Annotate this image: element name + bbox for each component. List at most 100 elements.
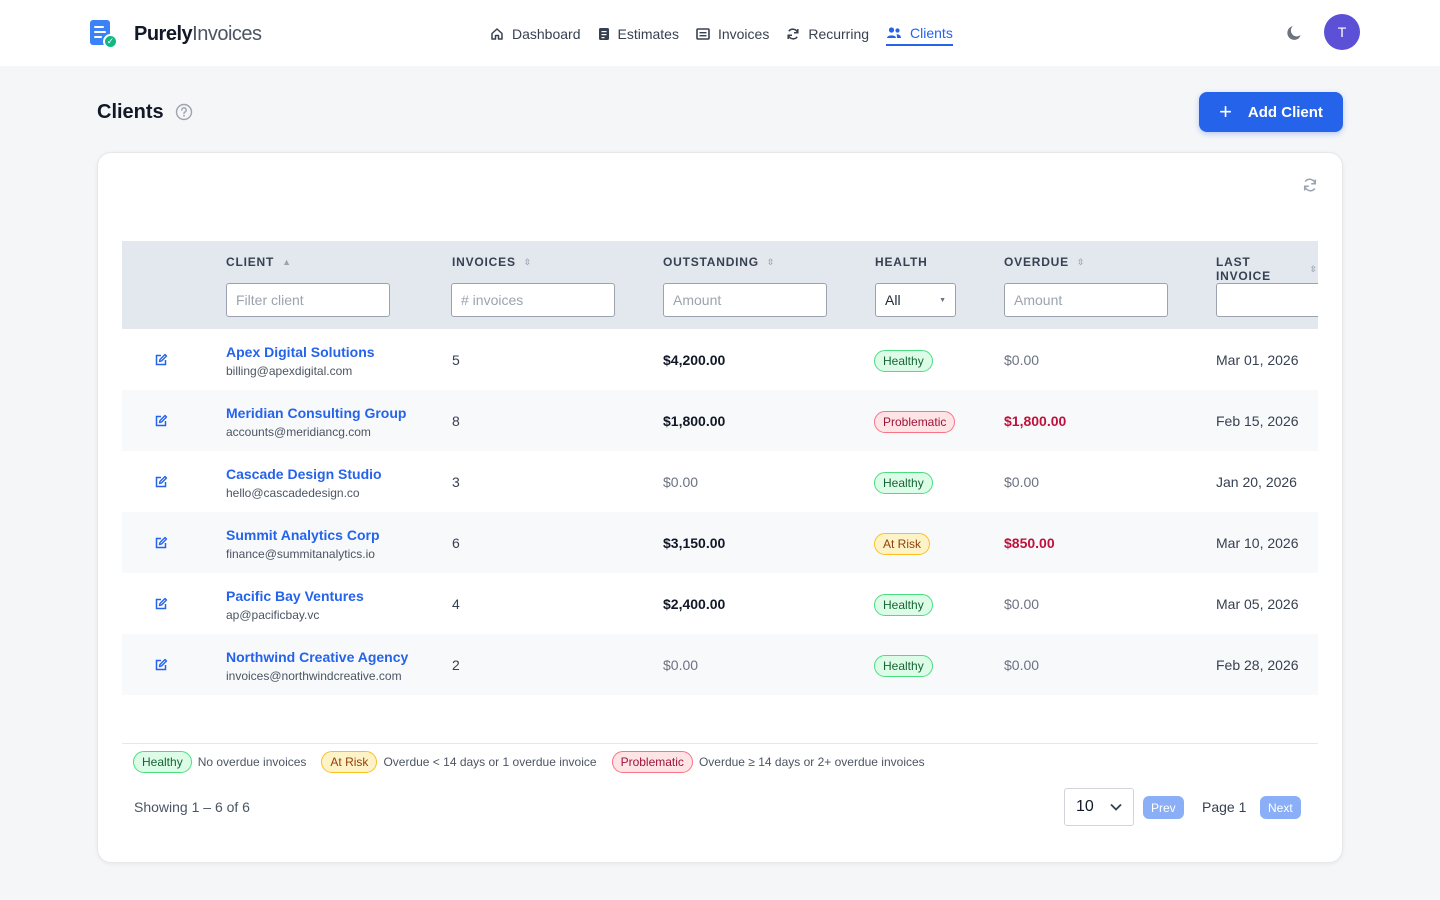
table-header: CLIENT ▲ INVOICES ⇳ OUTSTANDING ⇳ HEALTH OV… (122, 241, 1318, 329)
invoice-count: 2 (452, 657, 460, 673)
avatar[interactable]: T (1324, 14, 1360, 50)
client-name-link[interactable]: Northwind Creative Agency (226, 649, 409, 665)
health-legend: Healthy No overdue invoices At Risk Over… (133, 751, 940, 773)
client-email: hello@cascadedesign.co (226, 486, 360, 500)
edit-icon[interactable] (154, 597, 168, 611)
column-header-invoices[interactable]: INVOICES ⇳ (452, 255, 533, 269)
overdue-amount: $850.00 (1004, 535, 1055, 551)
client-name-link[interactable]: Cascade Design Studio (226, 466, 382, 482)
health-badge: Problematic (874, 411, 956, 433)
outstanding-amount: $1,800.00 (663, 413, 726, 429)
legend-text: No overdue invoices (197, 755, 307, 769)
table-row: Apex Digital Solutions billing@apexdigit… (122, 329, 1318, 390)
divider (122, 743, 1318, 744)
legend-badge-healthy: Healthy (133, 751, 192, 773)
invoice-count: 8 (452, 413, 460, 429)
column-header-last-invoice[interactable]: LAST INVOICE ⇳ (1216, 255, 1318, 283)
outstanding-amount: $3,150.00 (663, 535, 726, 551)
filter-outstanding-input[interactable]: Amount (663, 283, 827, 317)
health-badge: Healthy (874, 472, 933, 494)
chevron-down-icon (1110, 803, 1122, 811)
last-invoice-date: Jan 20, 2026 (1216, 474, 1297, 490)
client-name-link[interactable]: Summit Analytics Corp (226, 527, 380, 543)
edit-icon[interactable] (154, 658, 168, 672)
health-badge: Healthy (874, 350, 933, 372)
nav-invoices[interactable]: Invoices (696, 22, 769, 46)
client-email: ap@pacificbay.vc (226, 608, 320, 622)
outstanding-amount: $4,200.00 (663, 352, 726, 368)
legend-badge-problematic: Problematic (611, 751, 693, 773)
overdue-amount: $1,800.00 (1004, 413, 1067, 429)
column-header-overdue[interactable]: OVERDUE ⇳ (1004, 255, 1086, 269)
nav-recurring[interactable]: Recurring (786, 22, 869, 46)
client-name-link[interactable]: Meridian Consulting Group (226, 405, 407, 421)
filter-overdue-input[interactable]: Amount (1004, 283, 1168, 317)
client-name-link[interactable]: Apex Digital Solutions (226, 344, 375, 360)
nav-clients[interactable]: Clients (886, 22, 953, 46)
nav-label: Clients (910, 25, 953, 41)
invoice-count: 4 (452, 596, 460, 612)
edit-icon[interactable] (154, 475, 168, 489)
legend-badge-at-risk: At Risk (321, 751, 378, 773)
table-row: Summit Analytics Corp finance@summitanal… (122, 512, 1318, 573)
clients-table: CLIENT ▲ INVOICES ⇳ OUTSTANDING ⇳ HEALTH OV… (122, 241, 1318, 697)
moon-icon[interactable] (1286, 24, 1304, 42)
sort-icon: ⇳ (523, 256, 533, 267)
column-header-client[interactable]: CLIENT ▲ (226, 255, 292, 269)
table-row: Northwind Creative Agency invoices@north… (122, 634, 1318, 695)
filter-last-invoice-input[interactable] (1216, 283, 1318, 317)
last-invoice-date: Feb 15, 2026 (1216, 413, 1299, 429)
per-page-select[interactable]: 10 (1064, 788, 1134, 826)
nav-estimates[interactable]: Estimates (598, 22, 679, 46)
nav-label: Invoices (717, 26, 770, 42)
filter-health-select[interactable]: All ▼ (875, 283, 956, 317)
overdue-amount: $0.00 (1004, 474, 1040, 490)
table-row: Pacific Bay Ventures ap@pacificbay.vc 4 … (122, 573, 1318, 634)
brand-name: PurelyInvoices (134, 22, 262, 45)
table-row: Cascade Design Studio hello@cascadedesig… (122, 451, 1318, 512)
home-icon (491, 28, 503, 40)
help-icon[interactable] (175, 103, 193, 121)
invoice-count: 3 (452, 474, 460, 490)
table-row: Meridian Consulting Group accounts@merid… (122, 390, 1318, 451)
top-navbar: ✓ PurelyInvoices Dashboard Estimates Inv… (0, 0, 1440, 66)
legend-text: Overdue ≥ 14 days or 2+ overdue invoices (698, 755, 925, 769)
outstanding-amount: $0.00 (663, 474, 699, 490)
edit-icon[interactable] (154, 536, 168, 550)
invoice-check-icon: ✓ (89, 19, 119, 49)
brand-logo[interactable]: ✓ PurelyInvoices (89, 19, 262, 49)
caret-down-icon: ▼ (939, 296, 946, 304)
overdue-amount: $0.00 (1004, 352, 1040, 368)
client-email: invoices@northwindcreative.com (226, 669, 402, 683)
sort-icon: ⇳ (766, 256, 776, 267)
page-indicator: Page 1 (1202, 799, 1247, 815)
edit-icon[interactable] (154, 414, 168, 428)
add-client-button[interactable]: + Add Client (1199, 92, 1343, 132)
edit-icon[interactable] (154, 353, 168, 367)
last-invoice-date: Feb 28, 2026 (1216, 657, 1299, 673)
invoice-count: 6 (452, 535, 460, 551)
last-invoice-date: Mar 01, 2026 (1216, 352, 1299, 368)
outstanding-amount: $0.00 (663, 657, 699, 673)
refresh-icon (787, 28, 799, 40)
column-header-outstanding[interactable]: OUTSTANDING ⇳ (663, 255, 776, 269)
per-page-value: 10 (1076, 798, 1094, 815)
next-page-button[interactable]: Next (1260, 796, 1301, 819)
clients-card: CLIENT ▲ INVOICES ⇳ OUTSTANDING ⇳ HEALTH OV… (97, 152, 1343, 863)
filter-client-input[interactable]: Filter client (226, 283, 390, 317)
sort-icon: ⇳ (1309, 263, 1318, 274)
prev-page-button[interactable]: Prev (1143, 796, 1184, 819)
sort-asc-icon: ▲ (282, 256, 292, 267)
nav-dashboard[interactable]: Dashboard (490, 22, 581, 46)
nav-label: Estimates (617, 26, 679, 42)
users-icon (887, 27, 902, 38)
nav-label: Recurring (808, 26, 870, 42)
filter-invoices-input[interactable]: # invoices (451, 283, 615, 317)
last-invoice-date: Mar 10, 2026 (1216, 535, 1299, 551)
clipboard-icon (598, 28, 609, 40)
refresh-icon[interactable] (1302, 177, 1318, 193)
client-name-link[interactable]: Pacific Bay Ventures (226, 588, 364, 604)
client-email: finance@summitanalytics.io (226, 547, 375, 561)
add-client-label: Add Client (1247, 103, 1323, 121)
client-email: billing@apexdigital.com (226, 364, 353, 378)
